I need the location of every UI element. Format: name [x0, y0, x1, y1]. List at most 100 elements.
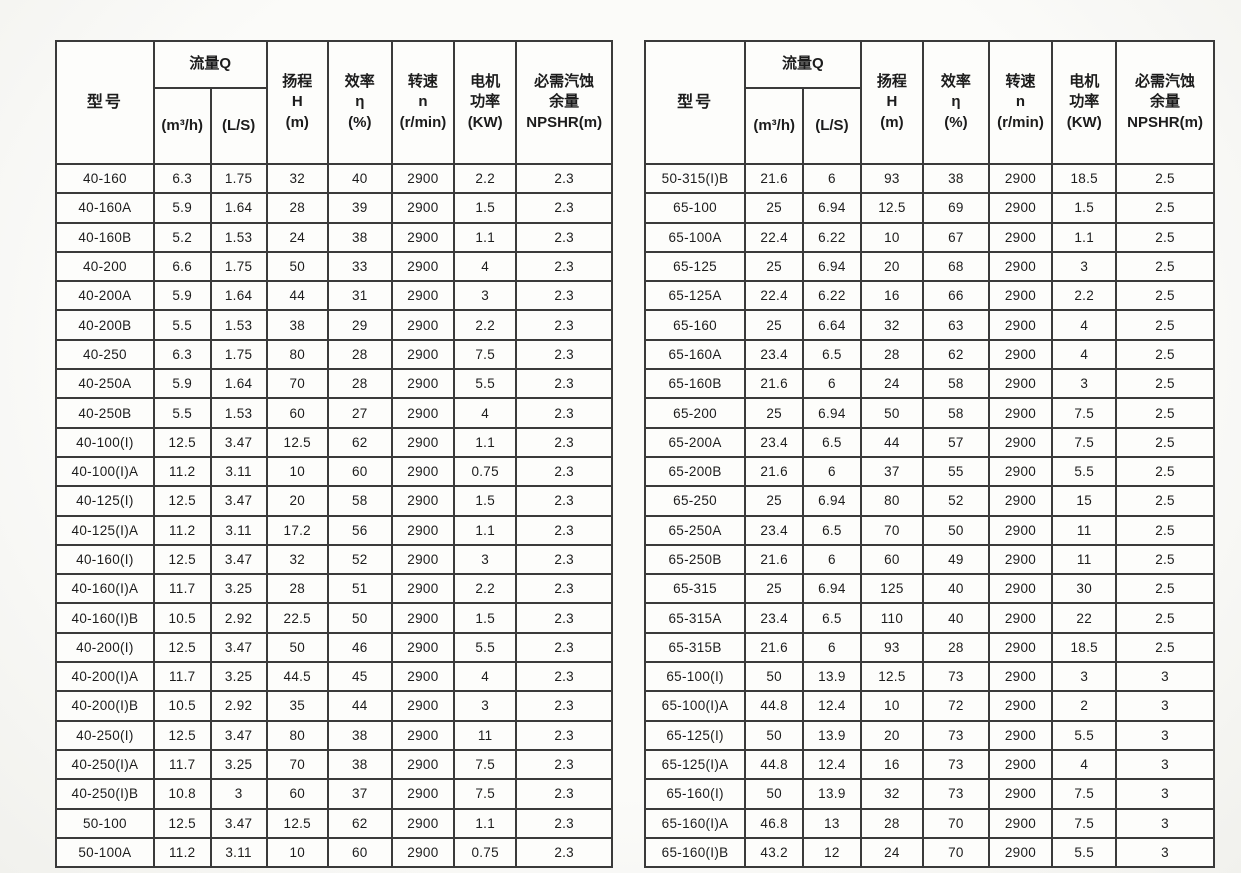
value-cell: 28 — [326, 338, 393, 371]
value-cell: 6 — [802, 543, 862, 576]
model-cell: 40-200(I)B — [55, 690, 155, 722]
value-cell: 12 — [802, 836, 862, 869]
value-cell: 40 — [922, 602, 990, 634]
value-cell: 11.7 — [152, 748, 212, 781]
model-cell: 65-160 — [643, 309, 747, 341]
value-cell: 57 — [922, 426, 990, 458]
value-cell: 4 — [1051, 309, 1118, 341]
value-cell: 2.5 — [1115, 485, 1215, 517]
value-cell: 12.5 — [152, 485, 212, 517]
value-cell: 44.5 — [265, 661, 329, 693]
column-header-efficiency: 效率 η (%) — [326, 40, 393, 165]
value-cell: 35 — [265, 690, 329, 722]
value-cell: 12.5 — [152, 719, 212, 751]
value-cell: 10 — [859, 690, 925, 722]
value-cell: 2.3 — [515, 397, 613, 429]
value-cell: 2.5 — [1115, 250, 1215, 283]
value-cell: 50 — [744, 778, 805, 810]
model-cell: 40-160(I)B — [55, 602, 155, 634]
value-cell: 11 — [1051, 514, 1118, 546]
model-cell: 65-100(I) — [643, 661, 747, 693]
model-cell: 40-250A — [55, 368, 155, 400]
column-header-flow-group: 流量Q — [744, 40, 862, 89]
value-cell: 2900 — [390, 397, 456, 429]
value-cell: 46 — [326, 631, 393, 664]
value-cell: 60 — [859, 543, 925, 576]
value-cell: 2.3 — [515, 514, 613, 546]
table-row: 40-125(I)A 11.2 3.11 17.2 56 2900 1.1 2.3 — [55, 514, 613, 546]
value-cell: 1.5 — [1051, 192, 1118, 224]
value-cell: 2900 — [390, 250, 456, 283]
value-cell: 110 — [859, 602, 925, 634]
model-cell: 50-315(I)B — [643, 162, 747, 195]
value-cell: 52 — [922, 485, 990, 517]
value-cell: 2.3 — [515, 690, 613, 722]
value-cell: 2900 — [390, 426, 456, 458]
value-cell: 60 — [265, 778, 329, 810]
model-cell: 40-200(I)A — [55, 661, 155, 693]
model-cell: 50-100A — [55, 836, 155, 869]
value-cell: 6.94 — [802, 192, 862, 224]
model-cell: 40-250(I) — [55, 719, 155, 751]
value-cell: 10.5 — [152, 602, 212, 634]
value-cell: 23.4 — [744, 602, 805, 634]
value-cell: 25 — [744, 192, 805, 224]
value-cell: 2.5 — [1115, 221, 1215, 253]
value-cell: 25 — [744, 309, 805, 341]
model-cell: 40-160B — [55, 221, 155, 253]
value-cell: 3.25 — [209, 661, 268, 693]
value-cell: 31 — [326, 280, 393, 312]
value-cell: 93 — [859, 162, 925, 195]
value-cell: 6.5 — [802, 602, 862, 634]
value-cell: 7.5 — [1051, 426, 1118, 458]
value-cell: 1.5 — [453, 192, 518, 224]
value-cell: 28 — [922, 631, 990, 664]
value-cell: 2.3 — [515, 250, 613, 283]
value-cell: 2.3 — [515, 602, 613, 634]
value-cell: 2900 — [987, 397, 1054, 429]
value-cell: 3.47 — [209, 485, 268, 517]
value-cell: 17.2 — [265, 514, 329, 546]
model-cell: 40-200B — [55, 309, 155, 341]
table-row: 40-200(I)A 11.7 3.25 44.5 45 2900 4 2.3 — [55, 661, 613, 693]
model-cell: 40-250B — [55, 397, 155, 429]
value-cell: 44 — [859, 426, 925, 458]
table-row: 65-160A 23.4 6.5 28 62 2900 4 2.5 — [643, 338, 1215, 371]
value-cell: 10 — [265, 836, 329, 869]
value-cell: 2.3 — [515, 719, 613, 751]
value-cell: 6.94 — [802, 250, 862, 283]
value-cell: 21.6 — [744, 543, 805, 576]
table-row: 40-125(I) 12.5 3.47 20 58 2900 1.5 2.3 — [55, 485, 613, 517]
value-cell: 3 — [1051, 250, 1118, 283]
value-cell: 50 — [859, 397, 925, 429]
model-cell: 40-160(I)A — [55, 573, 155, 605]
value-cell: 12.5 — [265, 426, 329, 458]
model-cell: 65-315A — [643, 602, 747, 634]
table-header: 型号 流量Q 扬程 H (m) 效率 η (%) 转速 n (r/min) 电机… — [643, 40, 1215, 165]
model-cell: 40-100(I)A — [55, 455, 155, 488]
value-cell: 6.94 — [802, 485, 862, 517]
value-cell: 2900 — [987, 485, 1054, 517]
table-row: 65-315B 21.6 6 93 28 2900 18.5 2.5 — [643, 631, 1215, 664]
value-cell: 2900 — [987, 221, 1054, 253]
value-cell: 2.5 — [1115, 631, 1215, 664]
value-cell: 2900 — [987, 719, 1054, 751]
value-cell: 21.6 — [744, 455, 805, 488]
value-cell: 70 — [265, 748, 329, 781]
value-cell: 2900 — [390, 368, 456, 400]
value-cell: 5.5 — [453, 631, 518, 664]
table-row: 50-100A 11.2 3.11 10 60 2900 0.75 2.3 — [55, 836, 613, 869]
value-cell: 44 — [265, 280, 329, 312]
table-row: 40-160B 5.2 1.53 24 38 2900 1.1 2.3 — [55, 221, 613, 253]
model-cell: 65-160(I)A — [643, 807, 747, 839]
value-cell: 49 — [922, 543, 990, 576]
model-cell: 65-250 — [643, 485, 747, 517]
value-cell: 2.3 — [515, 338, 613, 371]
value-cell: 67 — [922, 221, 990, 253]
value-cell: 60 — [326, 836, 393, 869]
value-cell: 73 — [922, 661, 990, 693]
value-cell: 7.5 — [1051, 397, 1118, 429]
table-row: 65-125A 22.4 6.22 16 66 2900 2.2 2.5 — [643, 280, 1215, 312]
value-cell: 1.1 — [453, 426, 518, 458]
value-cell: 2.2 — [453, 162, 518, 195]
